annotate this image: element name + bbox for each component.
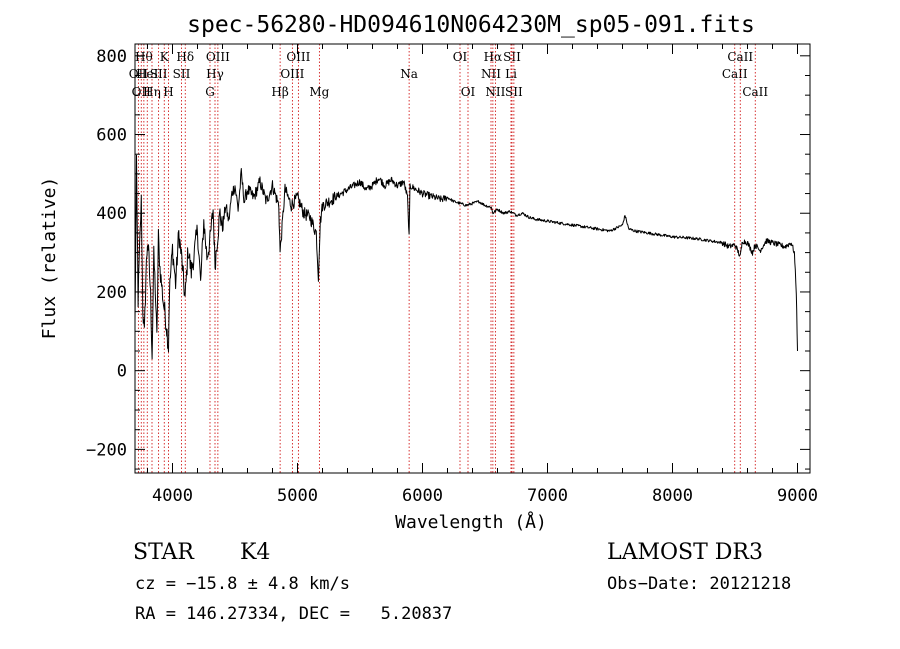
- axis-ticks: 4000 5000 6000 7000 8000 9000 −200 0 200 400 600 80…: [86, 44, 818, 506]
- chart-title: spec-56280-HD094610N064230M_sp05-091.fit…: [187, 12, 755, 38]
- spectral-line-label: OIII: [280, 67, 304, 81]
- spectral-line-label: NII: [481, 67, 501, 81]
- spectral-line-label: SII: [173, 67, 191, 81]
- x-tick-label: 4000: [152, 486, 193, 506]
- y-axis-label: Flux (relative): [39, 177, 60, 340]
- spectral-line-label: SII: [503, 50, 521, 64]
- spectral-line-label: H: [163, 85, 173, 99]
- observation-date: Obs−Date: 20121218: [607, 574, 792, 594]
- spectral-line-label: NII: [485, 85, 505, 99]
- spectral-line-label: K: [160, 50, 170, 64]
- x-tick-label: 8000: [652, 486, 693, 506]
- x-axis-label: Wavelength (Å): [395, 511, 547, 533]
- spectral-line-label: Hβ: [271, 85, 288, 99]
- y-tick-label: 0: [117, 362, 127, 382]
- spectral-line-label: Hγ: [206, 67, 224, 81]
- x-tick-label: 6000: [402, 486, 443, 506]
- spectral-line-label: OI: [453, 50, 468, 64]
- spectral-line-label: CaII: [722, 67, 748, 81]
- y-tick-label: 400: [96, 204, 127, 224]
- spectral-line-label: OI: [461, 85, 476, 99]
- y-tick-label: −200: [86, 440, 127, 460]
- spectral-line-label: OIII: [206, 50, 230, 64]
- spectral-line-label: SII: [150, 67, 168, 81]
- spectral-line-label: Na: [400, 67, 418, 81]
- object-subclass: K4: [240, 540, 271, 565]
- redshift-value: cz = −15.8 ± 4.8 km/s: [135, 574, 350, 594]
- spectral-line-label: CaII: [727, 50, 753, 64]
- spectral-line-label: Hα: [484, 50, 503, 64]
- spectral-line-label: SII: [505, 85, 523, 99]
- spectral-line-markers: OIIOIIHθHeIHηSIIKHSIIHδGHγOIIIHβOIIIOIII…: [129, 44, 768, 473]
- spectrum-data: [134, 154, 798, 360]
- survey-name: LAMOST DR3: [607, 540, 763, 565]
- plot-frame: [134, 43, 811, 474]
- y-tick-label: 800: [96, 47, 127, 67]
- x-tick-label: 5000: [277, 486, 318, 506]
- spectral-line-label: Hδ: [176, 50, 194, 64]
- coordinates: RA = 146.27334, DEC = 5.20837: [135, 604, 453, 624]
- y-tick-label: 600: [96, 126, 127, 146]
- spectral-line-label: Hθ: [135, 50, 153, 64]
- spectral-line-label: OII: [129, 67, 149, 81]
- object-class: STAR: [133, 540, 194, 565]
- spectral-line-label: CaII: [742, 85, 768, 99]
- spectral-line-label: G: [205, 85, 215, 99]
- spectral-line-label: Li: [505, 67, 517, 81]
- spectral-line-label: HeI: [136, 67, 159, 81]
- spectrum-chart: spec-56280-HD094610N064230M_sp05-091.fit…: [39, 12, 818, 533]
- y-tick-label: 200: [96, 283, 127, 303]
- x-tick-label: 7000: [527, 486, 568, 506]
- spectral-line-label: OIII: [286, 50, 310, 64]
- spectral-line-label: Hη: [143, 85, 161, 99]
- spectrum-line: [134, 154, 798, 360]
- spectral-line-label: Mg: [309, 85, 329, 99]
- x-tick-label: 9000: [777, 486, 818, 506]
